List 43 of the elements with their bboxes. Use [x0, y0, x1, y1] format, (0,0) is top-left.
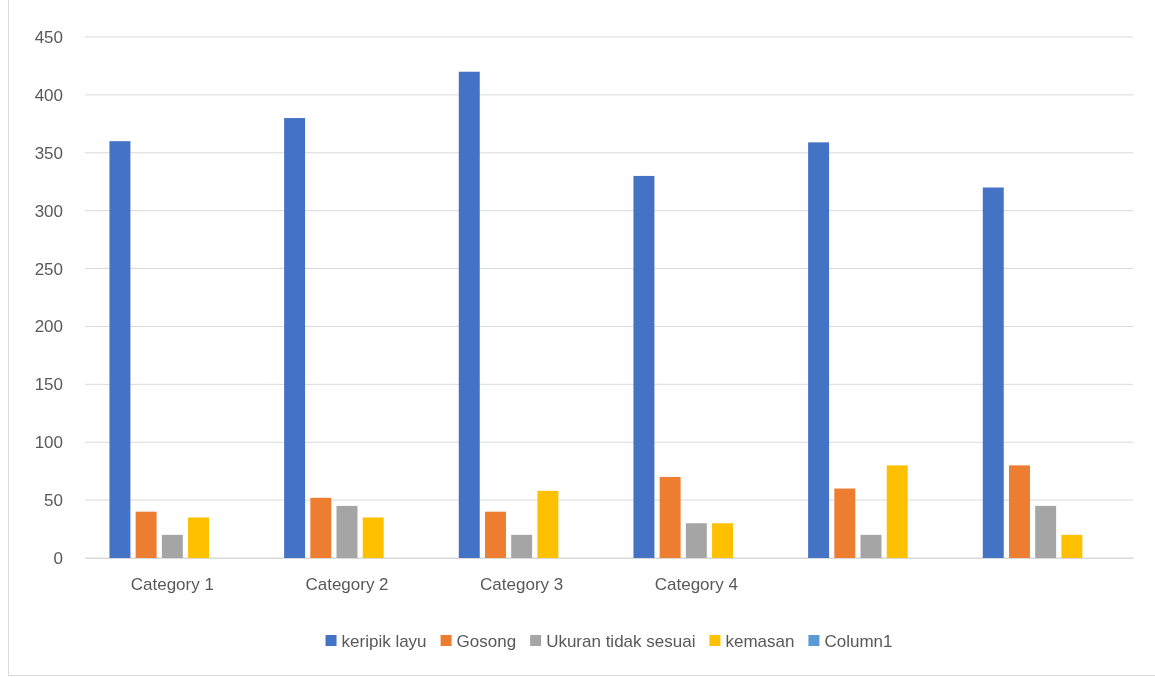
y-tick-label: 200	[34, 317, 63, 337]
bar	[982, 187, 1004, 558]
x-tick-label: Category 4	[654, 575, 738, 595]
bar	[336, 505, 358, 558]
bar	[310, 497, 332, 558]
bar	[484, 511, 506, 558]
bar	[362, 517, 384, 558]
y-tick-label: 0	[53, 548, 63, 568]
bar	[458, 71, 480, 558]
legend-label: Gosong	[456, 631, 517, 651]
y-tick-label: 150	[34, 375, 63, 395]
bar	[1008, 465, 1030, 558]
bar	[659, 476, 681, 558]
bar	[808, 142, 830, 558]
y-tick-label: 400	[34, 85, 63, 105]
bar	[284, 118, 306, 558]
bar	[1061, 534, 1083, 558]
y-tick-label: 300	[34, 201, 63, 221]
x-tick-label: Category 1	[130, 575, 214, 595]
bar	[1035, 505, 1057, 558]
y-tick-label: 450	[34, 27, 63, 47]
y-tick-label: 350	[34, 143, 63, 163]
y-tick-label: 50	[44, 491, 63, 511]
legend-label: Ukuran tidak sesuai	[546, 631, 696, 651]
x-tick-label: Category 2	[305, 575, 389, 595]
bar	[834, 488, 856, 558]
bar	[511, 534, 533, 558]
y-tick-label: 250	[34, 259, 63, 279]
legend-label: Column1	[824, 631, 893, 651]
bar	[860, 534, 882, 558]
bar	[685, 523, 707, 558]
bar	[712, 523, 734, 558]
legend-label: keripik layu	[341, 631, 427, 651]
bar	[633, 175, 655, 558]
y-tick-label: 100	[34, 433, 63, 453]
bar	[188, 517, 210, 558]
bar	[135, 511, 157, 558]
bar	[886, 465, 908, 558]
x-tick-label: Category 3	[480, 575, 564, 595]
legend-label: kemasan	[725, 631, 795, 651]
bar	[109, 141, 131, 558]
bar	[537, 490, 559, 558]
bar	[161, 534, 183, 558]
